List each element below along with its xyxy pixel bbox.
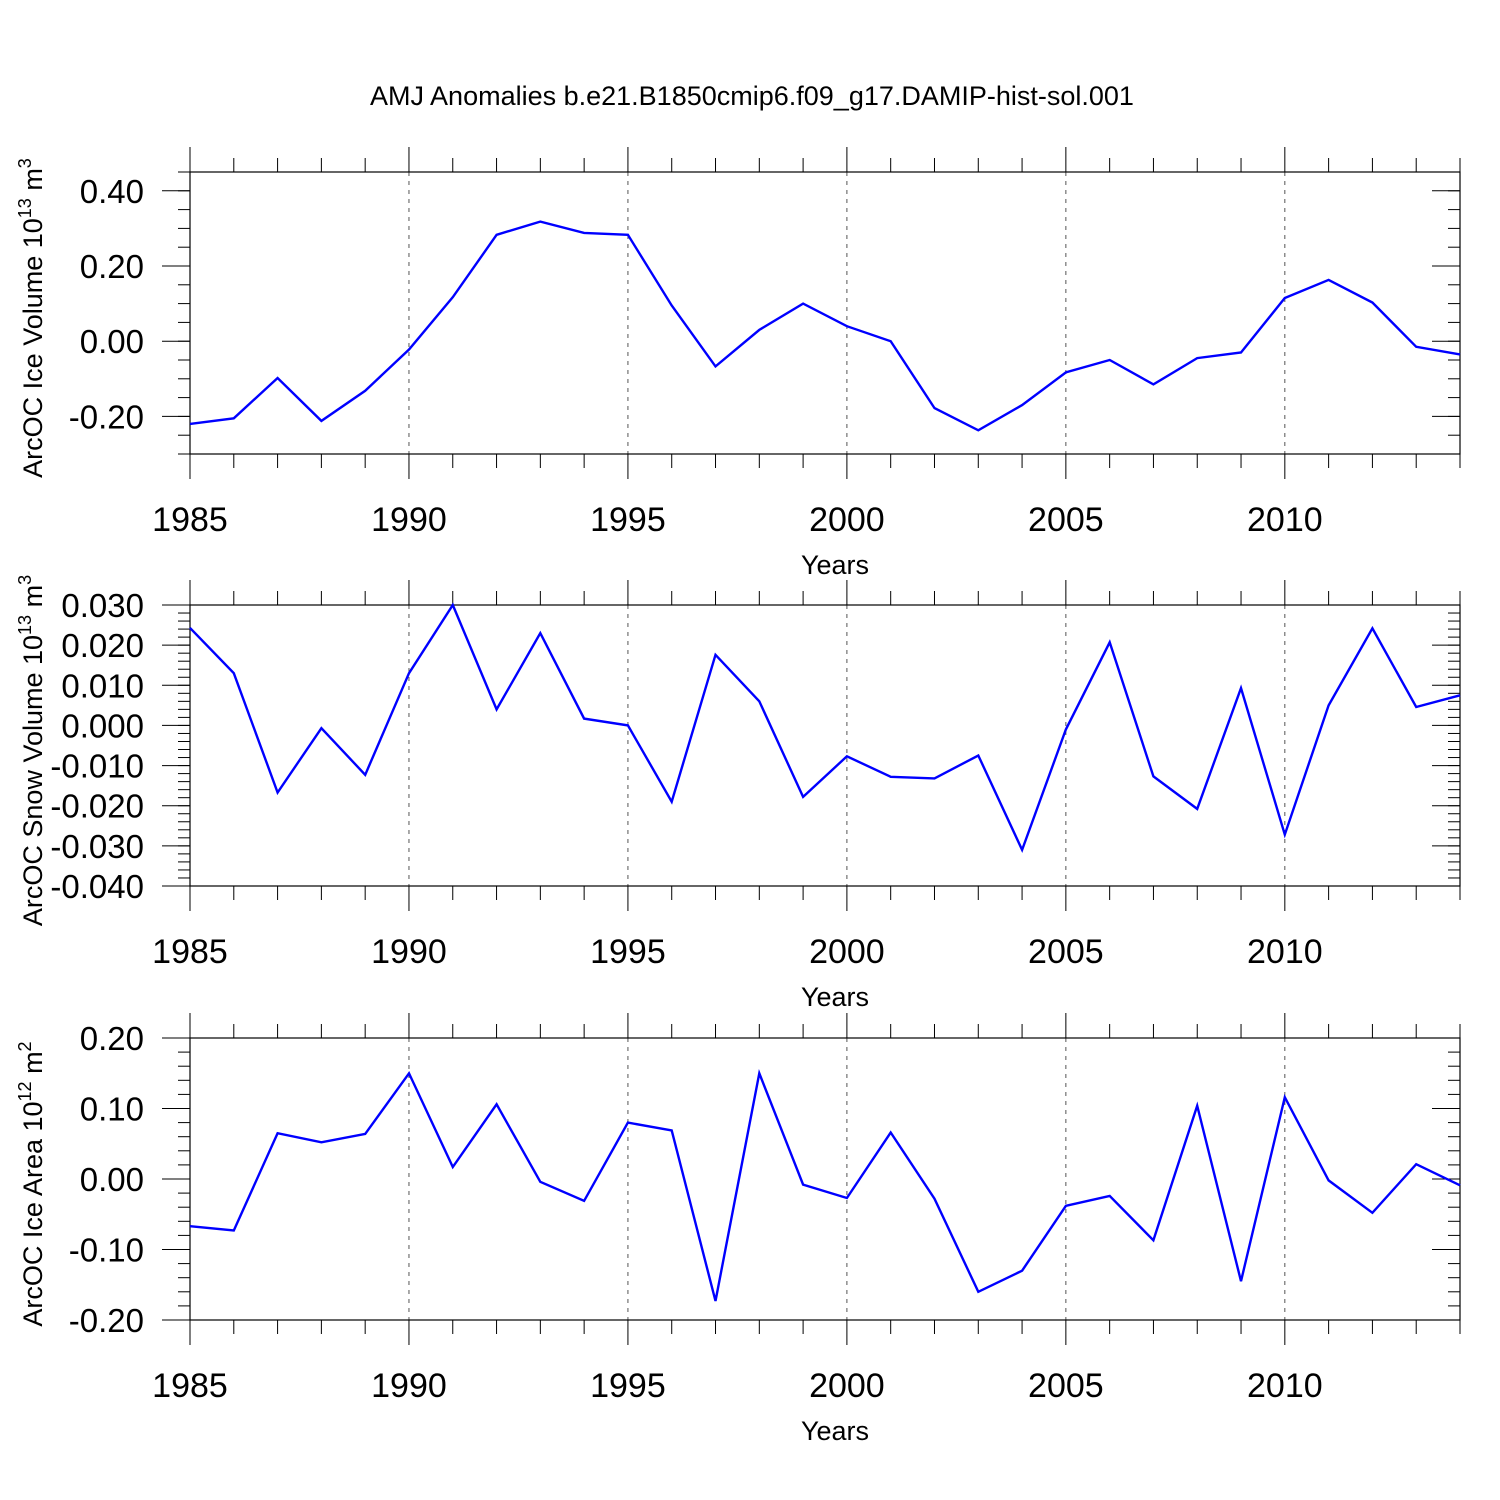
y-tick-label: 0.00 [80,1161,144,1198]
y-axis-label-exponent: 13 [15,615,35,635]
series-line [189,220,1461,432]
x-tick-label: 1995 [590,501,666,539]
y-axis-label-exponent: 13 [15,198,35,218]
y-tick-label: 0.20 [80,248,144,285]
y-axis-label: ArcOC Snow Volume 1013 m3 [15,575,48,926]
x-tick-label: 1990 [371,1367,447,1405]
chart-title: AMJ Anomalies b.e21.B1850cmip6.f09_g17.D… [370,81,1134,111]
panel-3: 1985 1990 1995 2000 2005 2010 Years -0.20 -0.10 0… [15,1013,1461,1446]
x-tick-label: 2005 [1028,1367,1104,1405]
x-tick-label: 1995 [590,1367,666,1405]
y-tick-label: -0.20 [69,1302,144,1339]
y-axis-label: ArcOC Ice Area 1012 m2 [15,1041,48,1326]
y-tick-label: 0.20 [80,1020,144,1057]
x-tick-label: 2005 [1028,501,1104,539]
y-axis-label-main: ArcOC Ice Volume 10 [18,218,48,478]
x-tick-label: 1985 [152,501,228,539]
y-axis-label-unit-exponent: 3 [15,158,35,168]
y-axis-label-exponent: 12 [15,1081,35,1101]
y-axis-label-unit-exponent: 3 [15,575,35,585]
y-tick-label: 0.10 [80,1091,144,1128]
y-tick-label: -0.10 [69,1232,144,1269]
x-tick-label: 2000 [809,1367,885,1405]
y-axis-label: ArcOC Ice Volume 1013 m3 [15,158,48,478]
x-tick-label: 2010 [1247,933,1323,971]
x-tick-label: 2005 [1028,933,1104,971]
y-tick-label: -0.020 [50,788,144,825]
y-tick-label: 0.40 [80,173,144,210]
x-tick-label: 1995 [590,933,666,971]
x-axis-label: Years [801,982,869,1012]
x-tick-label: 1990 [371,933,447,971]
plot-frame [189,604,1461,887]
series-line [189,602,1461,854]
y-axis-label-main: ArcOC Snow Volume 10 [18,635,48,926]
y-tick-label: -0.20 [69,398,144,435]
x-tick-label: 1985 [152,1367,228,1405]
y-axis-label-unit: m [18,168,48,198]
y-tick-label: -0.010 [50,748,144,785]
y-tick-label: 0.020 [61,627,144,664]
y-tick-label: 0.00 [80,323,144,360]
x-tick-label: 2010 [1247,501,1323,539]
x-tick-label: 2010 [1247,1367,1323,1405]
x-tick-label: 1990 [371,501,447,539]
y-tick-label: 0.000 [61,707,144,744]
y-tick-label: -0.030 [50,828,144,865]
panel-1: 1985 1990 1995 2000 2005 2010 Years -0.20 0.00 0.… [15,147,1461,580]
y-tick-label: 0.030 [61,587,144,624]
panels: 1985 1990 1995 2000 2005 2010 Years -0.20 0.00 0.… [15,147,1461,1446]
plot-frame [189,171,1461,455]
y-tick-label: 0.010 [61,667,144,704]
x-tick-label: 2000 [809,933,885,971]
plot-frame [189,1037,1461,1321]
series-line [189,1069,1461,1302]
y-tick-label: -0.040 [50,868,144,905]
y-axis-label-unit-exponent: 2 [15,1041,35,1051]
panel-2: 1985 1990 1995 2000 2005 2010 Years -0.040-0.03… [15,575,1461,1012]
y-axis-label-unit: m [18,585,48,615]
y-axis-label-main: ArcOC Ice Area 10 [18,1101,48,1326]
x-axis-label: Years [801,550,869,580]
x-tick-label: 1985 [152,933,228,971]
x-tick-label: 2000 [809,501,885,539]
y-axis-label-unit: m [18,1051,48,1081]
x-axis-label: Years [801,1416,869,1446]
